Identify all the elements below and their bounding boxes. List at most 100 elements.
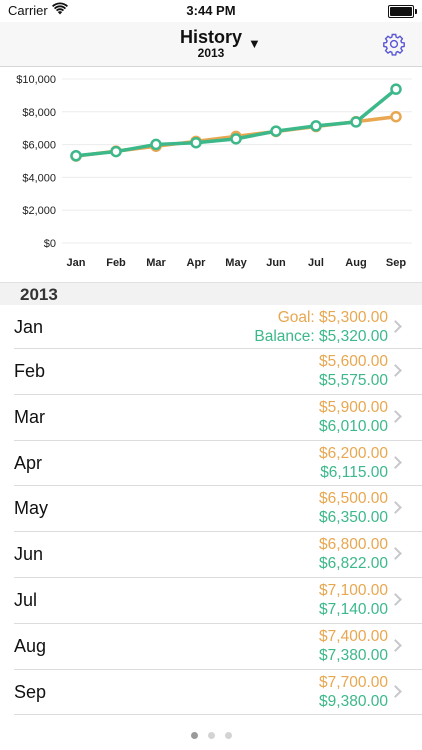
status-bar: Carrier 3:44 PM [0,0,422,22]
battery-icon [388,5,417,18]
goal-value: $7,700.00 [319,673,388,691]
month-label: Jan [14,317,44,337]
clock: 3:44 PM [186,3,236,18]
page-dot[interactable] [224,732,232,739]
values: Goal: $5,300.00 Balance: $5,320.00 [254,308,388,346]
data-point [310,120,322,132]
gear-icon[interactable] [382,32,406,56]
balance-value: $7,380.00 [319,646,388,664]
list-item[interactable]: Jan Goal: $5,300.00 Balance: $5,320.00 [14,305,422,349]
goal-value: $7,400.00 [319,627,388,645]
year-subtitle: 2013 [197,46,225,60]
values: $5,900.00 $6,010.00 [319,398,388,436]
month-label: Apr [14,452,43,473]
list-item[interactable]: May $6,500.00 $6,350.00 [14,486,422,533]
goal-value: $7,100.00 [319,581,388,599]
chart-svg: $0 $2,000 $4,000 $6,000 $8,000 $10,000 Jan Feb M… [16,74,412,269]
list-item[interactable]: Jul $7,100.00 $7,140.00 [14,578,422,624]
x-tick-label: Jun [266,257,286,269]
list-item[interactable]: Apr $6,200.00 $6,115.00 [14,441,422,487]
x-tick-label: Feb [106,257,126,269]
chevron-right-icon [389,501,402,515]
list-item[interactable]: Mar $5,900.00 $6,010.00 [14,395,422,441]
data-point [110,145,122,158]
x-tick-label: Sep [386,257,406,269]
series-line [74,87,398,158]
values: $6,800.00 $6,822.00 [319,535,388,573]
data-point [390,83,402,95]
data-point [70,150,82,162]
list-item[interactable]: Jun $6,800.00 $6,822.00 [14,532,422,578]
y-tick-label: $0 [44,238,56,250]
goal-value: $5,600.00 [319,353,388,370]
carrier-label: Carrier [8,3,48,18]
data-point [390,110,402,123]
balance-value: $7,140.00 [319,600,388,618]
chevron-right-icon [389,638,402,652]
balance-value: $6,822.00 [319,555,388,573]
month-label: Jun [14,544,44,565]
x-tick-label: Jul [308,257,324,269]
month-label: Sep [14,681,47,702]
dropdown-arrow-icon[interactable]: ▼ [248,36,261,51]
x-tick-label: Aug [345,257,366,269]
goal-value: Goal: $5,300.00 [277,309,388,326]
section-header: 2013 [0,282,422,305]
section-title: 2013 [20,285,58,304]
chevron-right-icon [389,593,402,606]
chevron-right-icon [389,455,402,469]
balance-value: $5,575.00 [319,372,388,389]
list-item[interactable]: Feb $5,600.00 $5,575.00 [14,349,422,395]
y-tick-label: $6,000 [22,140,56,152]
month-label: Mar [14,406,45,427]
title-block[interactable]: History 2013 [0,27,422,60]
list-item[interactable]: Aug $7,400.00 $7,380.00 [14,624,422,670]
values: $7,100.00 $7,140.00 [319,581,388,619]
month-label: Aug [14,635,47,656]
data-point [270,125,282,137]
goal-value: $6,200.00 [319,444,388,462]
month-label: Feb [14,361,46,381]
data-point [230,133,242,145]
x-tick-label: Apr [187,257,207,269]
data-point [350,116,362,128]
y-tick-label: $4,000 [22,172,56,184]
values: $5,600.00 $5,575.00 [319,352,388,390]
data-point [190,136,202,149]
data-point [150,138,162,151]
chevron-right-icon [389,320,402,333]
values: $7,700.00 $9,380.00 [319,673,388,711]
chevron-right-icon [389,684,402,698]
page-dot[interactable] [190,732,198,739]
x-tick-label: Jan [67,257,86,269]
chevron-right-icon [389,364,402,377]
history-list: Jan Goal: $5,300.00 Balance: $5,320.00 Feb $… [0,305,422,716]
wifi-icon [51,2,69,19]
page-title: History [179,27,242,47]
history-chart: $0 $2,000 $4,000 $6,000 $8,000 $10,000 Jan Feb M… [0,66,422,282]
balance-value: $6,115.00 [320,463,388,481]
goal-value: $5,900.00 [319,398,388,416]
chevron-right-icon [389,547,402,561]
y-tick-label: $2,000 [22,205,56,217]
x-tick-label: May [225,257,247,269]
values: $6,500.00 $6,350.00 [319,489,388,527]
goal-value: $6,800.00 [319,536,388,554]
page-control[interactable] [0,726,422,744]
y-tick-label: $8,000 [22,107,56,119]
month-label: May [14,498,49,519]
month-label: Jul [14,589,38,610]
values: $6,200.00 $6,115.00 [319,444,388,482]
navigation-bar: History 2013 ▼ [0,22,422,67]
x-tick-label: Mar [146,257,166,269]
balance-value: $6,010.00 [319,417,388,435]
goal-value: $6,500.00 [319,490,388,508]
y-tick-label: $10,000 [16,74,56,86]
balance-value: $6,350.00 [319,509,388,527]
values: $7,400.00 $7,380.00 [319,627,388,665]
list-item[interactable]: Sep $7,700.00 $9,380.00 [14,670,422,716]
page-dot[interactable] [207,732,215,739]
chevron-right-icon [389,409,402,423]
balance-value: $9,380.00 [319,692,388,710]
balance-value: Balance: $5,320.00 [254,328,388,345]
